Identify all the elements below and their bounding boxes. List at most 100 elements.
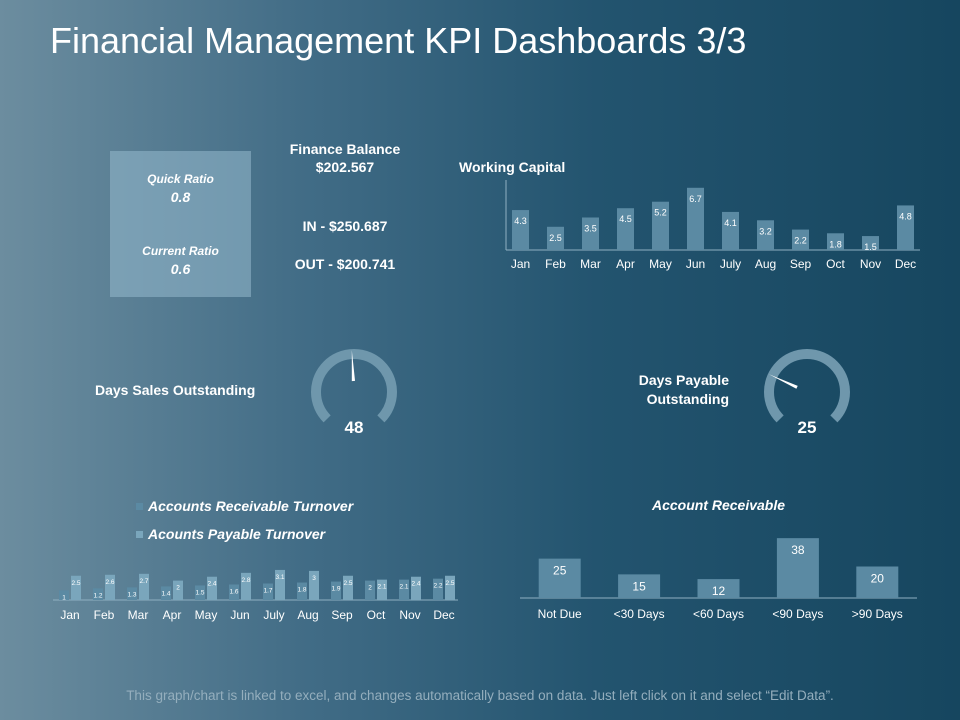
bar <box>331 581 341 600</box>
bar <box>275 569 285 600</box>
dpo-label-line1: Days Payable <box>638 372 729 388</box>
bar <box>411 576 421 600</box>
bar <box>776 538 819 598</box>
gauge-needle <box>768 374 798 389</box>
data-label: 2.2 <box>433 583 442 590</box>
tick-label: July <box>720 257 741 271</box>
bar <box>377 579 387 600</box>
bar <box>697 579 740 598</box>
ratio-box: Quick Ratio 0.8 Current Ratio 0.6 <box>110 151 251 297</box>
tick-label: Oct <box>826 257 845 271</box>
bar <box>433 578 443 600</box>
tick-label: Nov <box>399 608 420 622</box>
working-capital-title: Working Capital <box>459 159 566 175</box>
data-label: 2.1 <box>377 584 386 591</box>
dpo-value: 25 <box>797 418 817 437</box>
bar <box>687 187 704 250</box>
data-label: 1.5 <box>195 589 204 596</box>
tick-label: <60 Days <box>693 607 744 621</box>
bar <box>309 570 319 600</box>
tick-label: Feb <box>94 608 115 622</box>
page-title: Financial Management KPI Dashboards 3/3 <box>50 20 747 61</box>
tick-label: Mar <box>128 608 149 622</box>
tick-label: Apr <box>616 257 635 271</box>
tick-label: Jun <box>686 257 705 271</box>
turnover-chart: 12.5Jan1.22.6Feb1.32.7Mar1.42Apr1.52.4Ma… <box>53 569 458 622</box>
bar <box>207 576 217 600</box>
data-label: 2.5 <box>549 233 562 243</box>
bar <box>139 573 149 600</box>
data-label: 4.3 <box>514 216 527 226</box>
bar <box>93 588 103 600</box>
data-label: 2.5 <box>71 580 80 587</box>
account-receivable-title: Account Receivable <box>651 497 786 513</box>
data-label: 2.1 <box>399 584 408 591</box>
bar <box>538 558 581 598</box>
tick-label: <90 Days <box>772 607 823 621</box>
data-label: 2 <box>176 585 180 592</box>
bar <box>757 220 774 250</box>
data-label: 12 <box>712 584 726 598</box>
bar <box>365 580 375 600</box>
dso-gauge <box>311 349 397 423</box>
tick-label: Dec <box>895 257 916 271</box>
data-label: 25 <box>553 564 567 578</box>
bar <box>343 575 353 600</box>
tick-label: Nov <box>860 257 881 271</box>
tick-label: May <box>649 257 672 271</box>
gauge-needle <box>351 350 356 382</box>
bar <box>827 233 844 250</box>
bar <box>856 566 899 598</box>
tick-label: Oct <box>367 608 386 622</box>
bar <box>229 584 239 600</box>
finance-in-value: IN - $250.687 <box>302 218 388 234</box>
data-label: 2.8 <box>241 577 250 584</box>
dpo-label-line2: Outstanding <box>646 391 729 407</box>
bar <box>195 585 205 600</box>
tick-label: Sep <box>790 257 812 271</box>
data-label: 2.4 <box>207 581 216 588</box>
gauge-track <box>764 349 850 423</box>
tick-label: Sep <box>331 608 353 622</box>
dso-label: Days Sales Outstanding <box>95 382 256 398</box>
bar <box>897 205 914 250</box>
data-label: 1.7 <box>263 588 272 595</box>
current-ratio-label: Current Ratio <box>142 244 219 258</box>
bar <box>127 587 137 600</box>
data-label: 2.7 <box>139 578 148 585</box>
bar <box>105 574 115 600</box>
bar <box>722 211 739 250</box>
data-label: 3.1 <box>275 574 284 581</box>
working-capital-chart: 4.3 Jan 2.5 Feb 3.5 Mar 4.5 Apr 5.2 May 6.7 Jun 4.1 J… <box>505 180 920 271</box>
data-label: 20 <box>871 572 885 586</box>
bar <box>297 582 307 600</box>
quick-ratio-value: 0.8 <box>170 189 191 205</box>
data-label: 38 <box>791 543 805 557</box>
data-label: 6.7 <box>689 194 702 204</box>
legend-swatch <box>136 530 143 538</box>
account-receivable-chart: 25 Not Due 15 <30 Days 12 <60 Days 38 <90 Days 2… <box>520 538 917 621</box>
tick-label: Jan <box>60 608 79 622</box>
data-label: 2.4 <box>411 581 420 588</box>
tick-label: Aug <box>297 608 318 622</box>
bar <box>445 575 455 600</box>
data-label: 1 <box>62 594 66 601</box>
data-label: 1.9 <box>331 586 340 593</box>
tick-label: July <box>263 608 284 622</box>
finance-out-value: OUT - $200.741 <box>294 256 396 272</box>
tick-label: Not Due <box>538 607 582 621</box>
bar <box>263 583 273 600</box>
data-label: 1.6 <box>229 588 238 595</box>
dpo-gauge <box>764 349 850 423</box>
tick-label: Dec <box>433 608 454 622</box>
data-label: 2.2 <box>794 236 807 246</box>
tick-label: Mar <box>580 257 601 271</box>
data-label: 1.5 <box>864 242 877 252</box>
data-label: 2.6 <box>105 579 114 586</box>
finance-balance-label: Finance Balance <box>289 141 401 157</box>
data-label: 1.8 <box>829 239 842 249</box>
data-label: 2.5 <box>445 580 454 587</box>
gauge-track <box>311 349 397 423</box>
bar <box>862 236 879 250</box>
bar <box>617 208 634 250</box>
